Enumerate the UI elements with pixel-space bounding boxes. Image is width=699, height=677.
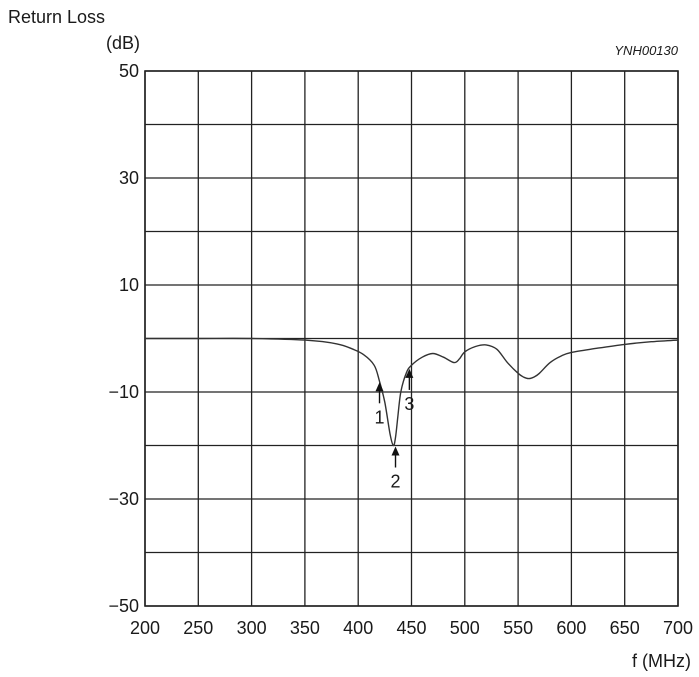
y-tick-label: 50 [119,61,139,81]
y-axis-title-line2: (dB) [106,33,140,53]
x-tick-label: 350 [290,618,320,638]
marker-arrow-head [391,446,400,456]
marker-1: 1 [375,382,385,427]
y-tick-label: −50 [108,596,139,616]
y-tick-label: 30 [119,168,139,188]
x-tick-label: 300 [237,618,267,638]
x-axis-title: f (MHz) [632,651,691,671]
y-tick-label: −30 [108,489,139,509]
x-tick-label: 650 [610,618,640,638]
marker-2: 2 [391,446,401,492]
x-tick-label: 450 [396,618,426,638]
y-tick-labels: 50 30 10 −10 −30 −50 [108,61,139,616]
markers: 1 2 3 [375,368,414,492]
return-loss-series-line [145,337,679,447]
x-tick-label: 550 [503,618,533,638]
marker-arrow-head [375,382,384,392]
y-axis-title-line1: Return Loss [8,7,105,27]
x-tick-label: 400 [343,618,373,638]
y-tick-label: −10 [108,382,139,402]
x-tick-label: 500 [450,618,480,638]
x-tick-label: 700 [663,618,693,638]
marker-label: 2 [391,472,401,492]
y-tick-label: 10 [119,275,139,295]
x-tick-label: 250 [183,618,213,638]
x-tick-label: 600 [556,618,586,638]
x-tick-label: 200 [130,618,160,638]
x-tick-labels: 200 250 300 350 400 450 500 550 600 650 700 [130,618,693,638]
marker-label: 3 [404,394,414,414]
marker-3: 3 [404,368,414,414]
marker-label: 1 [375,407,385,427]
figure-code: YNH00130 [614,43,678,58]
marker-arrow-head [405,368,414,378]
